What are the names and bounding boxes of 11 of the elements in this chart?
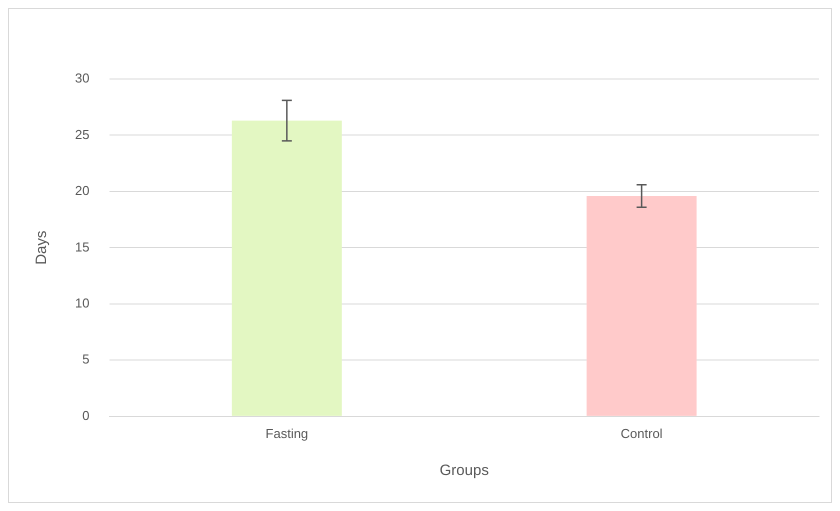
x-tick-label: Fasting	[266, 426, 308, 441]
y-tick-label: 5	[82, 352, 90, 367]
y-tick-label: 25	[74, 126, 90, 142]
y-tick-label: 30	[74, 70, 90, 86]
y-axis-title: Days	[33, 230, 50, 265]
y-tick-label: 10	[74, 296, 90, 311]
y-tick-label: 15	[74, 239, 90, 254]
x-tick-label: Control	[620, 426, 663, 441]
y-tick-label: 20	[74, 183, 90, 198]
x-axis-title: Groups	[440, 462, 489, 480]
y-tick-label: 0	[82, 408, 90, 423]
